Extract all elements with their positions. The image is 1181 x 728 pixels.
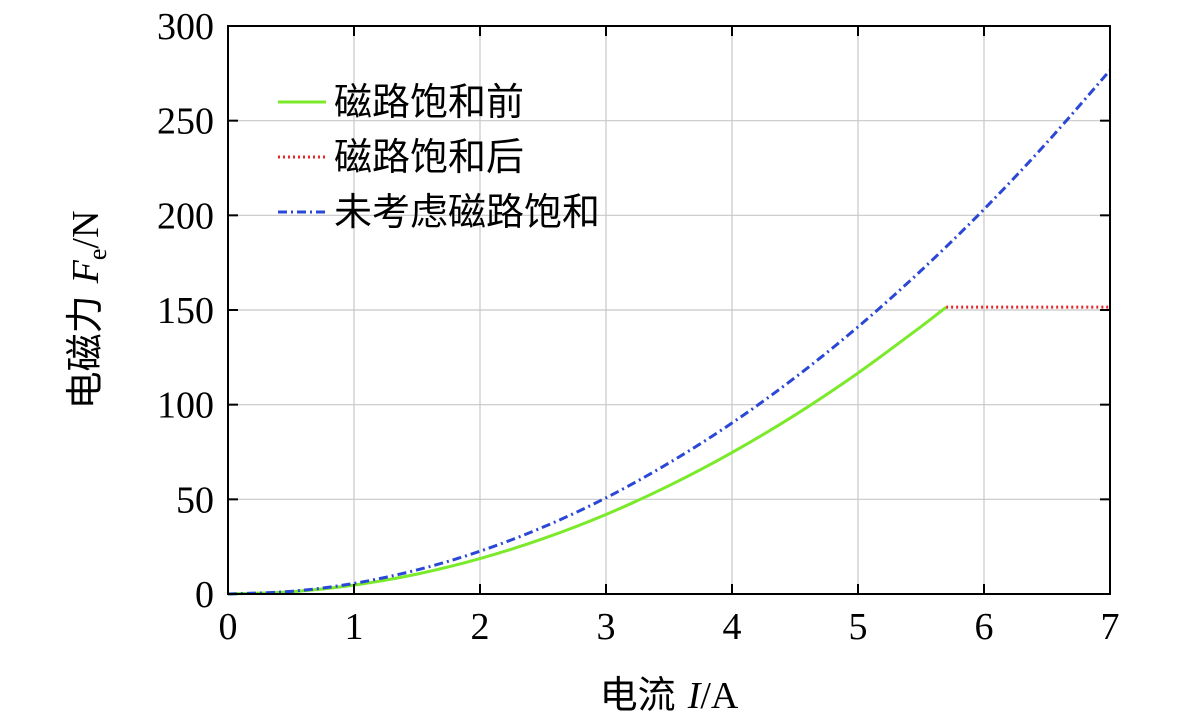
legend-label-2: 磁路饱和后 (334, 135, 524, 179)
y-axis-label: 电磁力 Fe/N (63, 211, 112, 410)
series-layer (227, 69, 1112, 596)
tick-marks (227, 25, 1111, 595)
y-tick-labels: 0 50 100 150 200 250 300 (157, 6, 214, 616)
x-axis-label-symbol: I (687, 675, 703, 717)
x-tick-label: 3 (597, 606, 616, 648)
x-tick-label: 0 (219, 606, 238, 648)
x-axis-label: 电流 I/A (600, 673, 739, 717)
y-tick-label: 0 (195, 574, 214, 616)
series-line-1 (227, 305, 948, 596)
x-axis-label-unit: /A (700, 675, 739, 717)
y-tick-label: 100 (157, 385, 214, 427)
x-tick-label: 2 (471, 606, 490, 648)
y-tick-label: 200 (157, 195, 214, 237)
y-tick-label: 50 (176, 479, 214, 521)
legend-label-1: 磁路饱和前 (334, 80, 524, 124)
x-tick-labels: 0 1 2 3 4 5 6 7 (219, 606, 1120, 648)
y-tick-label: 150 (157, 290, 214, 332)
x-tick-label: 6 (975, 606, 994, 648)
x-tick-label: 5 (849, 606, 868, 648)
y-axis-label-subscript: e (83, 249, 112, 261)
y-axis-label-unit: /N (65, 211, 107, 249)
y-axis-label-prefix: 电磁力 (63, 283, 107, 409)
series-line-3 (227, 69, 1112, 596)
x-tick-label: 7 (1101, 606, 1120, 648)
y-tick-label: 250 (157, 101, 214, 143)
x-axis-label-prefix: 电流 (600, 673, 688, 717)
grid-lines (228, 26, 1110, 594)
y-axis-label-symbol: F (65, 259, 107, 284)
x-tick-label: 1 (345, 606, 364, 648)
x-tick-label: 4 (723, 606, 742, 648)
legend-label-3: 未考虑磁路饱和 (334, 190, 600, 234)
y-tick-label: 300 (157, 6, 214, 48)
